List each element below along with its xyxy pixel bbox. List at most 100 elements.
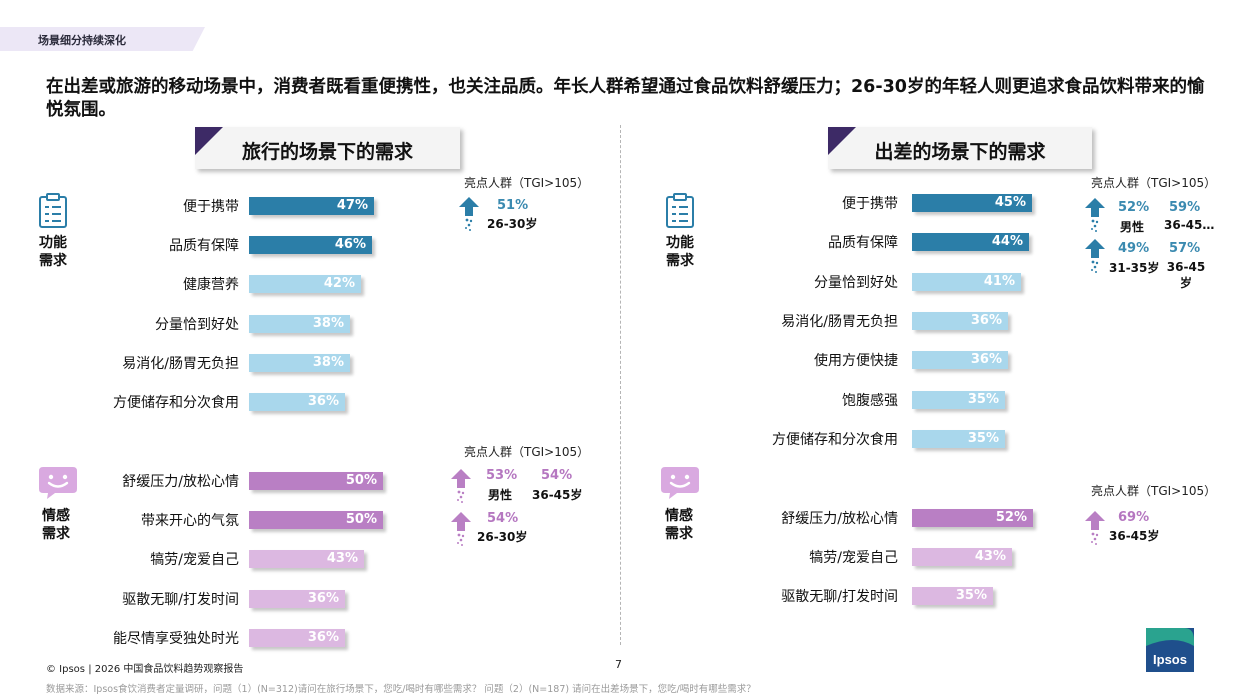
highlight-group: 36-45… [1164, 218, 1215, 232]
bar: 50% [249, 511, 383, 530]
left-emo-label: 情感 需求 [35, 507, 77, 543]
smile-chat-icon [39, 467, 77, 499]
left-panel-title-text: 旅行的场景下的需求 [241, 141, 413, 163]
highlight-title: 亮点人群（TGI>105） [1091, 484, 1217, 498]
bar-category-label: 能尽情享受独处时光 [113, 630, 239, 647]
right-func-label: 功能 需求 [659, 234, 701, 270]
highlight-group: 26-30岁 [487, 217, 538, 231]
up-arrow-icon [459, 197, 479, 231]
highlight-group: 26-30岁 [477, 530, 528, 544]
bar-category-label: 健康营养 [183, 277, 239, 294]
bar-category-label: 方便储存和分次食用 [772, 431, 898, 448]
bar: 38% [249, 353, 350, 372]
bar: 35% [912, 429, 1005, 448]
highlight-pct: 52% [1118, 200, 1150, 215]
label-line: 需求 [666, 253, 694, 269]
data-source: 数据来源：Ipsos食饮消费者定量调研，问题（1）(N=312)请问在旅行场景下… [46, 684, 756, 695]
label-line: 功能 [666, 235, 694, 251]
bar-category-label: 易消化/肠胃无负担 [781, 313, 898, 330]
bar-category-label: 分量恰到好处 [155, 316, 239, 333]
highlight-group: 男性 [1120, 220, 1145, 234]
bar-category-label: 品质有保障 [828, 235, 898, 252]
highlight-pct: 53% [486, 468, 518, 483]
logo-text: Ipsos [1153, 652, 1187, 667]
bar: 35% [912, 390, 1005, 409]
highlight-title: 亮点人群（TGI>105） [464, 176, 590, 190]
bar-value-label: 36% [307, 629, 339, 645]
bar: 43% [912, 548, 1012, 566]
bar: 36% [249, 393, 345, 411]
bar-value-label: 38% [312, 354, 344, 370]
bar-value-label: 44% [991, 234, 1023, 250]
bar-category-label: 犒劳/宠爱自己 [150, 552, 239, 569]
bar-category-label: 品质有保障 [169, 238, 239, 255]
highlight-pct: 59% [1169, 200, 1201, 215]
bar-category-label: 舒缓压力/放松心情 [122, 474, 239, 490]
bar: 43% [249, 550, 364, 569]
bar-value-label: 50% [345, 512, 377, 528]
bar-value-label: 35% [955, 588, 987, 603]
right-emo-label: 情感 需求 [658, 507, 700, 543]
page-number: 7 [615, 658, 622, 671]
bar-value-label: 43% [974, 549, 1006, 564]
label-line: 需求 [665, 526, 693, 542]
bar: 44% [912, 233, 1029, 252]
highlight-title: 亮点人群（TGI>105） [464, 445, 590, 459]
bar-category-label: 舒缓压力/放松心情 [781, 511, 898, 527]
label-line: 情感 [665, 508, 693, 524]
smile-chat-icon [661, 467, 699, 499]
headline: 在出差或旅游的移动场景中，消费者既看重便携性，也关注品质。年长人群希望通过食品饮… [46, 77, 1205, 120]
label-line: 功能 [39, 235, 67, 251]
bar: 50% [249, 472, 383, 490]
highlight-group: 36-45岁 [1109, 529, 1160, 543]
up-arrow-icon [451, 469, 471, 503]
up-arrow-icon [1085, 198, 1105, 232]
ipsos-logo: Ipsos [1144, 626, 1196, 674]
highlight-pct: 57% [1169, 241, 1201, 256]
right-panel-title: 出差的场景下的需求 [828, 127, 1092, 169]
bar-value-label: 43% [326, 551, 358, 567]
bar: 52% [912, 509, 1033, 527]
left-func-label: 功能 需求 [32, 234, 74, 270]
bar-value-label: 52% [995, 510, 1027, 525]
bar: 35% [912, 587, 993, 605]
bar-category-label: 带来开心的气氛 [141, 513, 239, 530]
footer-copyright: © Ipsos | 2026 中国食品饮料趋势观察报告 [46, 664, 244, 675]
bar-value-label: 36% [307, 590, 339, 606]
bar-value-label: 35% [967, 391, 999, 407]
highlight-group: 36-45岁 [532, 488, 583, 502]
section-tag-text: 场景细分持续深化 [38, 34, 126, 47]
bar-value-label: 45% [994, 195, 1026, 210]
highlight-pct: 69% [1118, 510, 1150, 525]
label-line: 需求 [39, 253, 67, 269]
highlight-group: 男性 [488, 488, 513, 502]
clipboard-icon [39, 193, 67, 228]
highlight-group: 36-45岁 [1166, 260, 1206, 290]
left-panel-title: 旅行的场景下的需求 [195, 127, 460, 169]
highlight-pct: 51% [497, 198, 529, 213]
bar: 36% [249, 628, 345, 647]
title-corner-triangle [195, 127, 223, 155]
highlight-title: 亮点人群（TGI>105） [1091, 176, 1217, 190]
highlight-pct: 54% [487, 511, 519, 526]
bar-value-label: 41% [983, 273, 1015, 289]
bar-value-label: 46% [334, 237, 366, 253]
bar: 46% [249, 236, 372, 255]
up-arrow-icon [1085, 239, 1105, 273]
bar-category-label: 便于携带 [842, 196, 898, 212]
bar-value-label: 35% [967, 430, 999, 446]
bar-category-label: 便于携带 [183, 199, 239, 215]
bar: 36% [912, 351, 1008, 370]
bar: 47% [249, 197, 374, 215]
bar-value-label: 36% [307, 394, 339, 409]
bar-category-label: 驱散无聊/打发时间 [781, 589, 898, 605]
highlight-group: 31-35岁 [1109, 261, 1160, 275]
label-line: 需求 [42, 526, 70, 542]
panel-divider [620, 125, 621, 645]
bar-value-label: 42% [323, 276, 355, 292]
bar-category-label: 分量恰到好处 [814, 274, 898, 291]
label-line: 情感 [42, 508, 70, 524]
bar-value-label: 47% [336, 198, 368, 213]
bar: 36% [912, 311, 1008, 330]
bar: 42% [249, 275, 361, 294]
